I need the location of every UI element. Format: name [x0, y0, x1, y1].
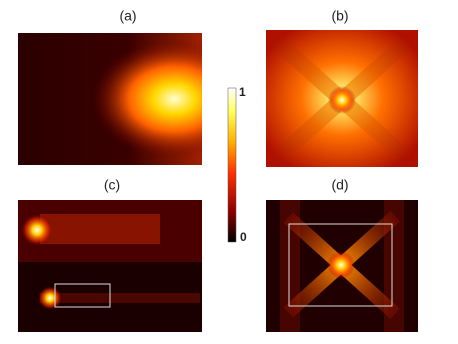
heatmap — [266, 200, 418, 332]
heatmap — [18, 200, 202, 332]
colorbar-max: 1 — [239, 85, 246, 99]
heatmap — [266, 30, 418, 168]
heatmap-glow — [18, 33, 202, 165]
panel-label: (a) — [119, 8, 136, 24]
panel-label: (b) — [331, 8, 348, 24]
colorbar — [227, 87, 237, 243]
panel-label: (d) — [331, 177, 348, 193]
panel-label: (c) — [104, 177, 120, 193]
colorbar-min: 0 — [240, 230, 247, 244]
